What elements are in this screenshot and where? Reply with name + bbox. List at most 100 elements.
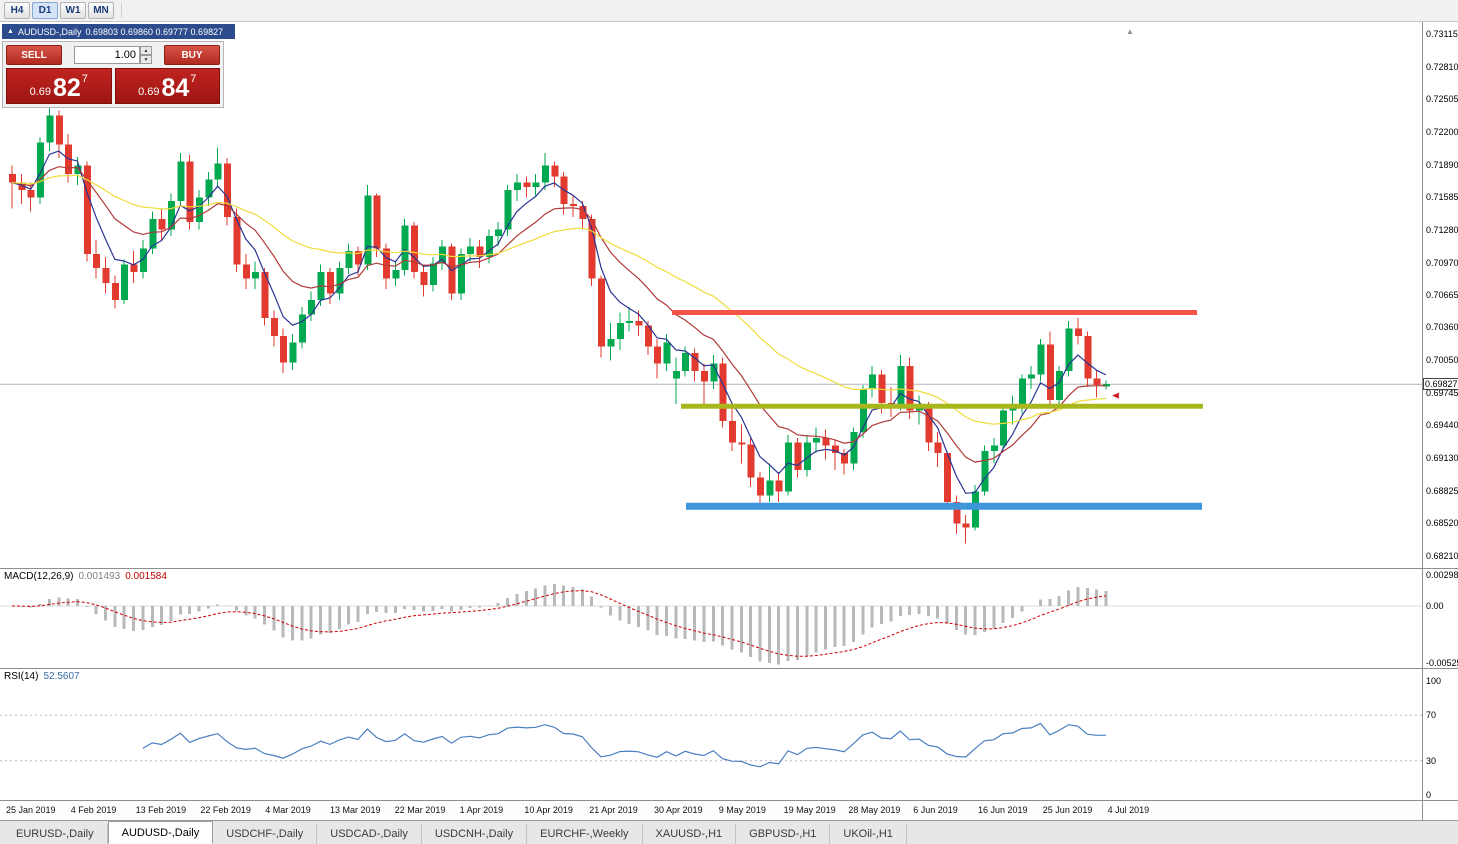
- chart-shift-marker[interactable]: ▲: [1126, 27, 1134, 36]
- macd-label: MACD(12,26,9): [4, 571, 74, 582]
- candle-body: [822, 438, 830, 446]
- candle-body: [570, 204, 577, 207]
- chart-title-symbol: AUDUSD-,Daily: [17, 26, 82, 37]
- price-chart-panel: 0.73115 0.72810 0.72505 0.72200 0.71890 0.715…: [0, 22, 1458, 568]
- candle-body: [906, 365, 914, 411]
- rsi-plot[interactable]: [0, 669, 1422, 800]
- price-scale[interactable]: 0.73115 0.72810 0.72505 0.72200 0.71890 0.715…: [1422, 22, 1458, 568]
- date-axis[interactable]: 25 Jan 2019 4 Feb 2019 13 Feb 2019 22 Feb 2…: [0, 800, 1458, 820]
- candle-body: [841, 453, 849, 464]
- tab-ukoil-h1[interactable]: UKOil-,H1: [830, 824, 907, 844]
- tab-usdchf-daily[interactable]: USDCHF-,Daily: [213, 824, 318, 844]
- candle-body: [383, 248, 390, 279]
- candle-body: [495, 229, 503, 236]
- candle-body: [532, 182, 540, 187]
- one-click-trading-panel: SELL ▲ ▼ BUY 0.69 82 7: [2, 41, 224, 108]
- rsi-scale-label: 100: [1426, 676, 1442, 686]
- candle-body: [233, 216, 241, 265]
- date-axis-label: 4 Jul 2019: [1107, 805, 1150, 815]
- candle-body: [728, 421, 736, 443]
- candle-body: [467, 246, 475, 255]
- timeframe-h4-button[interactable]: H4: [4, 2, 30, 19]
- candle-body: [962, 523, 970, 528]
- macd-title: MACD(12,26,9) 0.001493 0.001584: [4, 571, 167, 582]
- volume-up-button[interactable]: ▲: [140, 46, 152, 55]
- candle-body: [551, 165, 559, 177]
- candle-body: [682, 353, 690, 372]
- tab-eurchf-weekly[interactable]: EURCHF-,Weekly: [527, 824, 643, 844]
- timeframe-w1-button[interactable]: W1: [60, 2, 86, 19]
- macd-scale-label: 0.00: [1426, 600, 1444, 611]
- candle-body: [411, 225, 419, 273]
- candle-body: [149, 218, 157, 249]
- candle-body: [9, 174, 16, 183]
- candle-body: [485, 235, 493, 258]
- price-chart-plot[interactable]: [0, 22, 1422, 568]
- candle-body: [579, 206, 587, 219]
- timeframe-mn-button[interactable]: MN: [88, 2, 114, 19]
- ask-big-digits: 84: [161, 74, 190, 102]
- tab-xauusd-h1[interactable]: XAUUSD-,H1: [643, 824, 737, 844]
- tab-eurusd-daily[interactable]: EURUSD-,Daily: [3, 824, 108, 844]
- candle-body: [859, 389, 867, 432]
- candle-body: [354, 250, 362, 265]
- candle-body: [130, 264, 138, 273]
- date-axis-label: 28 May 2019: [848, 805, 901, 815]
- volume-input[interactable]: [74, 46, 140, 64]
- candle-body: [944, 453, 951, 503]
- timeframe-d1-button[interactable]: D1: [32, 2, 58, 19]
- candle-body: [1028, 374, 1036, 379]
- candle-body: [850, 431, 858, 464]
- tab-audusd-daily[interactable]: AUDUSD-,Daily: [107, 821, 214, 844]
- tab-gbpusd-h1[interactable]: GBPUSD-,H1: [736, 824, 831, 844]
- candle-body: [607, 339, 615, 347]
- price-scale-label: 0.70970: [1426, 257, 1458, 268]
- rsi-label: RSI(14): [4, 671, 39, 682]
- price-scale-label: 0.70665: [1426, 290, 1458, 300]
- candle-body: [700, 371, 708, 382]
- candle-body: [934, 442, 942, 454]
- macd-indicator-panel: 0.002984 0.00 -0.005256 MACD(12,26,9) 0.00…: [0, 568, 1458, 668]
- candle-body: [925, 406, 933, 443]
- rsi-title: RSI(14) 52.5607: [4, 671, 80, 682]
- bid-prefix: 0.69: [29, 86, 51, 98]
- ask-price-button[interactable]: 0.69 84 7: [114, 68, 220, 104]
- candle-body: [831, 445, 839, 454]
- chart-title-ohlc: 0.69803 0.69860 0.69777 0.69827: [85, 26, 224, 37]
- buy-button[interactable]: BUY: [164, 45, 220, 65]
- sell-button[interactable]: SELL: [6, 45, 62, 65]
- candle-body: [523, 182, 531, 187]
- candle-body: [878, 374, 886, 404]
- date-axis-label: 1 Apr 2019: [459, 805, 504, 815]
- candle-body: [654, 346, 662, 364]
- candle-body: [196, 197, 203, 223]
- candle-body: [794, 442, 802, 471]
- candle-body: [635, 321, 643, 326]
- candle-body: [1037, 344, 1045, 375]
- candle-body: [785, 442, 793, 492]
- ma-line-13: [11, 166, 1106, 463]
- macd-value-main: 0.001493: [78, 571, 121, 582]
- volume-down-button[interactable]: ▼: [140, 55, 152, 64]
- candle-body: [420, 272, 428, 285]
- bid-price-button[interactable]: 0.69 82 7: [6, 68, 112, 104]
- tab-usdcnh-daily[interactable]: USDCNH-,Daily: [422, 824, 528, 844]
- candle-body: [392, 269, 400, 279]
- ask-prefix: 0.69: [138, 86, 160, 98]
- macd-plot[interactable]: [0, 569, 1422, 668]
- price-scale-label: 0.71890: [1426, 159, 1458, 170]
- chart-icon: ▲: [7, 28, 14, 35]
- candle-body: [205, 179, 213, 198]
- candle-body: [757, 477, 764, 496]
- macd-scale-label: 0.002984: [1426, 570, 1458, 580]
- candle-body: [616, 323, 624, 340]
- date-axis-label: 13 Feb 2019: [135, 805, 187, 815]
- macd-value-signal: 0.001584: [125, 571, 167, 582]
- candle-body: [280, 335, 288, 363]
- price-scale-label: 0.70050: [1426, 355, 1458, 366]
- candle-body: [457, 254, 465, 294]
- candle-body: [37, 142, 45, 198]
- price-scale-label: 0.68825: [1426, 485, 1458, 496]
- rsi-line: [142, 722, 1106, 768]
- tab-usdcad-daily[interactable]: USDCAD-,Daily: [317, 824, 422, 844]
